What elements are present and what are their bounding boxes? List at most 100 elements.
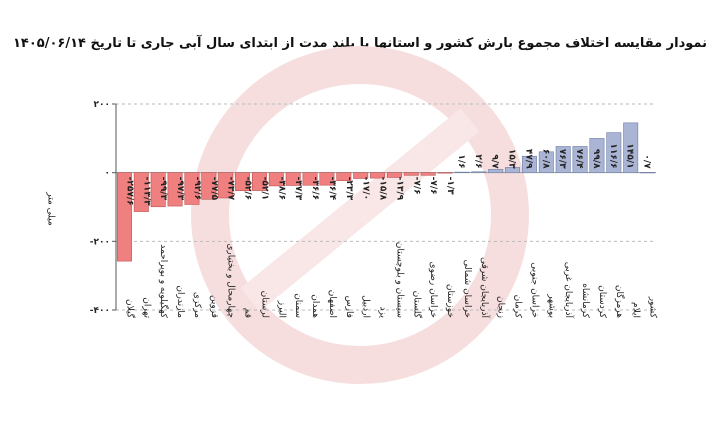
data-label: ۹/۷ <box>490 154 500 169</box>
bar <box>370 172 386 179</box>
x-tick-label: کرمانشاه <box>580 283 590 319</box>
bar <box>201 172 217 200</box>
x-tick-label: گلستان <box>411 291 423 319</box>
y-tick-label: ۲۰۰ <box>94 100 110 110</box>
data-label: -۱۷/۰ <box>361 177 371 201</box>
data-label: ۰/۷ <box>642 154 652 169</box>
x-tick-label: قزوین <box>209 295 219 318</box>
data-label: -۹۲/۶ <box>192 177 202 201</box>
data-label: -۷۳/۷ <box>226 177 236 201</box>
bar <box>521 155 537 173</box>
data-label: -۵۲/۶ <box>243 177 253 201</box>
data-label: ۱/۶ <box>456 154 466 168</box>
x-tick-label: البرز <box>276 300 286 318</box>
data-label: -۳۷/۳ <box>293 177 303 201</box>
x-tick-label: یزد <box>378 307 388 319</box>
bar <box>454 171 470 173</box>
bar <box>572 146 588 173</box>
x-tick-label: خوزستان <box>445 284 455 318</box>
bar <box>116 172 132 262</box>
x-tick-label: آذربایجان شرقی <box>479 257 491 318</box>
x-tick-label: سیستان و بلوچستان <box>394 242 404 318</box>
data-label: -۹۷/۳ <box>175 177 185 201</box>
data-label: -۲۳/۳ <box>344 177 354 201</box>
bar <box>386 172 402 178</box>
bar <box>133 172 149 212</box>
bar <box>420 172 436 176</box>
bar <box>471 171 487 173</box>
x-tick-label: ایلام <box>631 302 641 318</box>
data-label: -۷/۶ <box>411 177 421 195</box>
y-tick-label: -۲۰۰ <box>90 237 110 247</box>
data-label: -۵۲/۱ <box>259 177 269 201</box>
data-label: ۱۵/۳ <box>507 149 517 169</box>
x-tick-label: تهران <box>141 297 151 318</box>
chart-title: نمودار مقایسه اختلاف مجموع بارش کشور و ا… <box>12 36 707 51</box>
x-tick-label: هرمزگان <box>614 285 626 318</box>
bar <box>403 172 419 176</box>
bar <box>353 172 369 179</box>
bar <box>623 122 639 173</box>
x-tick-label: کهگیلویه و بویراحمد <box>158 244 170 318</box>
data-label: -۳۸/۶ <box>276 177 286 201</box>
bar <box>488 169 504 173</box>
data-label: ۶۰/۸ <box>540 149 550 169</box>
x-tick-label: کردستان <box>597 285 607 319</box>
bar <box>437 172 453 174</box>
x-tick-label: کشور <box>648 296 658 319</box>
x-tick-label: قم <box>243 308 253 318</box>
data-label: ۷۶/۴ <box>574 149 584 169</box>
x-tick-label: اصفهان <box>327 290 337 318</box>
bar <box>302 172 318 186</box>
data-label: -۳۶/۴ <box>327 177 337 201</box>
x-tick-label: مازندران <box>175 285 185 318</box>
data-label: -۱/۳ <box>445 177 455 196</box>
data-label: ۱۱۶/۶ <box>608 143 618 168</box>
x-tick-label: سمنان <box>293 293 303 318</box>
bar <box>251 172 267 191</box>
y-tick-label: -۴۰۰ <box>90 306 110 316</box>
data-label: -۱۳/۹ <box>394 177 404 201</box>
data-label: -۱۵/۸ <box>378 177 388 201</box>
y-tick-label: ۰ <box>105 169 111 179</box>
data-label: ۱۴۵/۱ <box>625 143 635 168</box>
bar <box>319 172 335 186</box>
x-tick-label: چهارمحال و بختیاری <box>226 243 236 318</box>
bar <box>505 167 521 173</box>
x-tick-label: لرستان <box>259 291 269 318</box>
bar <box>184 172 200 205</box>
bar <box>640 172 656 174</box>
watermark-logo-stroke <box>240 108 480 312</box>
bar <box>150 172 166 208</box>
data-label: ۴۷/۹ <box>523 149 533 169</box>
bar <box>589 138 605 173</box>
x-tick-label: فارس <box>344 296 354 318</box>
x-tick-label: کرمان <box>513 295 523 319</box>
x-tick-label: مرکزی <box>192 292 202 318</box>
data-label: -۳۶/۶ <box>310 177 320 201</box>
data-label: -۷/۶ <box>428 177 438 195</box>
x-tick-label: خراسان جنوبی <box>529 262 539 318</box>
bar <box>555 146 571 173</box>
data-label: ۷۶/۳ <box>557 149 567 169</box>
data-label: -۱۱۳/۳ <box>141 177 151 207</box>
x-tick-label: زنجان <box>496 296 506 318</box>
data-label: -۲۵۷/۶ <box>124 177 134 206</box>
x-tick-label: بوشهر <box>546 293 556 318</box>
x-tick-label: گیلان <box>124 299 136 319</box>
data-label: ۲/۶ <box>473 154 483 168</box>
bar <box>285 172 301 186</box>
bar <box>218 172 234 199</box>
bar <box>538 151 554 173</box>
data-label: -۷۷/۵ <box>209 177 219 201</box>
bar <box>167 172 183 207</box>
x-tick-label: اردبیل <box>361 295 371 318</box>
x-tick-label: خراسان شمالی <box>462 259 472 318</box>
x-tick-label: همدان <box>310 294 320 318</box>
x-tick-label: آذربایجان غربی <box>563 262 575 319</box>
bar <box>606 132 622 173</box>
watermark-logo <box>191 46 529 384</box>
bar <box>268 172 284 187</box>
x-tick-label: خراسان رضوی <box>428 262 438 318</box>
